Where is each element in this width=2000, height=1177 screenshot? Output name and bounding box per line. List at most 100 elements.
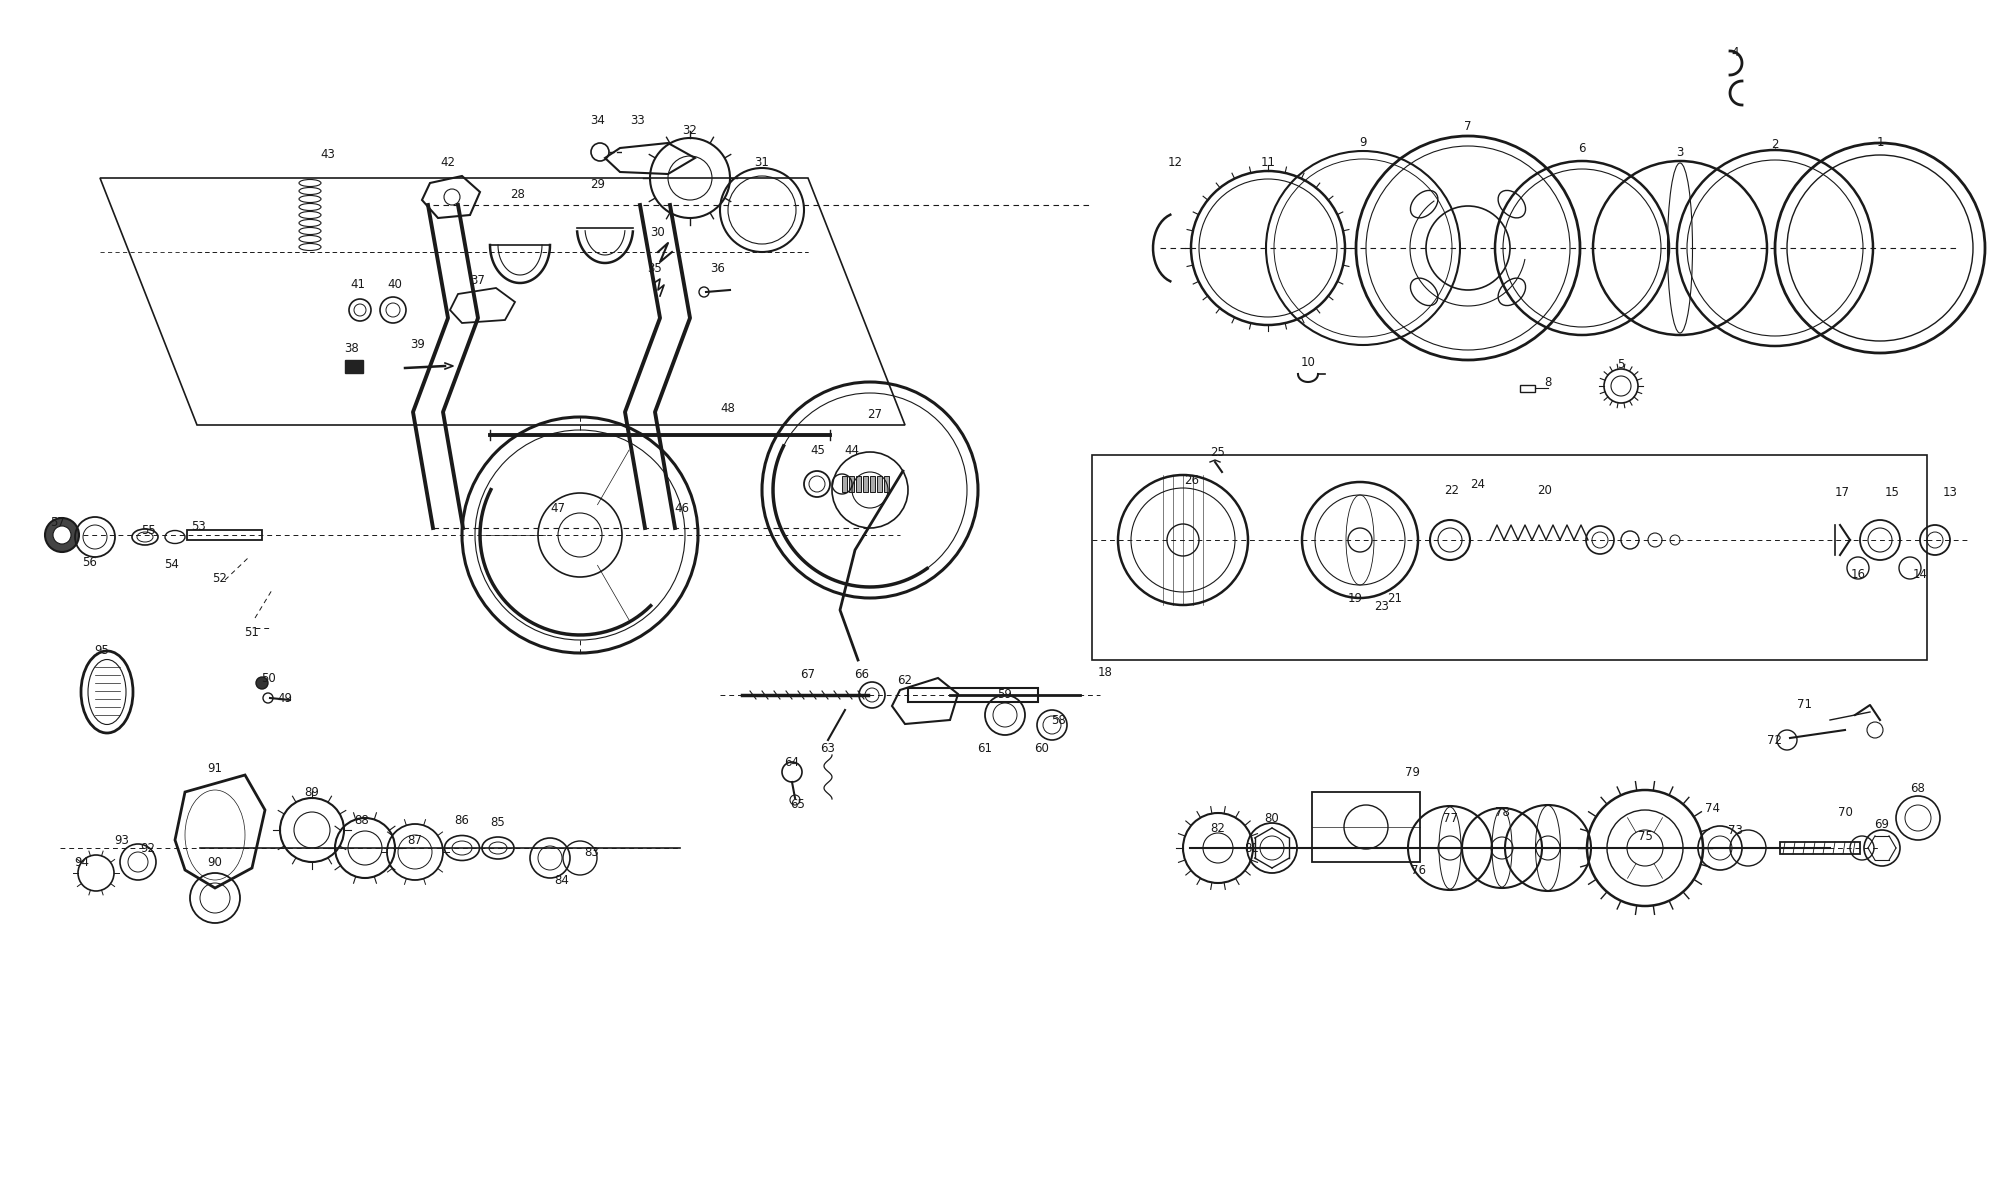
Text: 27: 27 bbox=[868, 407, 882, 420]
Text: 13: 13 bbox=[1942, 485, 1958, 499]
Bar bbox=[848, 476, 854, 492]
Text: 47: 47 bbox=[550, 501, 566, 514]
Text: 35: 35 bbox=[648, 261, 662, 274]
Text: 90: 90 bbox=[208, 856, 222, 869]
Text: 28: 28 bbox=[510, 188, 526, 201]
Bar bbox=[1312, 792, 1420, 862]
Text: 74: 74 bbox=[1704, 802, 1720, 814]
Text: 83: 83 bbox=[584, 845, 600, 858]
Bar bbox=[1092, 455, 1928, 660]
Text: 18: 18 bbox=[1098, 665, 1112, 678]
Text: 51: 51 bbox=[244, 625, 260, 638]
Bar bbox=[188, 530, 262, 540]
Text: 72: 72 bbox=[1768, 733, 1782, 746]
Text: 79: 79 bbox=[1404, 765, 1420, 778]
Text: 34: 34 bbox=[590, 113, 606, 126]
Circle shape bbox=[256, 677, 268, 689]
Text: 36: 36 bbox=[710, 261, 726, 274]
Text: 29: 29 bbox=[590, 179, 606, 192]
Text: 73: 73 bbox=[1728, 824, 1742, 837]
Text: 62: 62 bbox=[898, 673, 912, 686]
Bar bbox=[876, 476, 882, 492]
Text: 10: 10 bbox=[1300, 355, 1316, 368]
Text: 2: 2 bbox=[1772, 139, 1778, 152]
Bar bbox=[870, 476, 876, 492]
Text: 55: 55 bbox=[140, 524, 156, 537]
Text: 46: 46 bbox=[674, 501, 690, 514]
Text: 52: 52 bbox=[212, 572, 228, 585]
Text: 48: 48 bbox=[720, 401, 736, 414]
Bar bbox=[856, 476, 860, 492]
Text: 40: 40 bbox=[388, 279, 402, 292]
Text: 5: 5 bbox=[1618, 358, 1624, 371]
Bar bbox=[1520, 385, 1536, 392]
Text: 26: 26 bbox=[1184, 473, 1200, 486]
Text: 91: 91 bbox=[208, 762, 222, 774]
Bar bbox=[864, 476, 868, 492]
Text: 30: 30 bbox=[650, 226, 666, 239]
Bar bbox=[884, 476, 888, 492]
Text: 31: 31 bbox=[754, 155, 770, 168]
Text: 50: 50 bbox=[260, 672, 276, 685]
Text: 16: 16 bbox=[1850, 568, 1866, 581]
Text: 42: 42 bbox=[440, 155, 456, 168]
Text: 89: 89 bbox=[304, 785, 320, 798]
Text: 38: 38 bbox=[344, 341, 360, 354]
Text: 12: 12 bbox=[1168, 155, 1182, 168]
Text: 76: 76 bbox=[1410, 864, 1426, 877]
Text: 61: 61 bbox=[978, 742, 992, 754]
Text: 23: 23 bbox=[1374, 599, 1390, 612]
Text: 54: 54 bbox=[164, 558, 180, 571]
Text: 88: 88 bbox=[354, 813, 370, 826]
Text: 21: 21 bbox=[1388, 592, 1402, 605]
Text: 9: 9 bbox=[1360, 137, 1366, 149]
Text: 94: 94 bbox=[74, 856, 90, 869]
Text: 11: 11 bbox=[1260, 155, 1276, 168]
Text: 44: 44 bbox=[844, 444, 860, 457]
Text: 49: 49 bbox=[278, 692, 292, 705]
Text: 1: 1 bbox=[1876, 137, 1884, 149]
Circle shape bbox=[44, 518, 80, 552]
Text: 41: 41 bbox=[350, 279, 366, 292]
Text: 81: 81 bbox=[1244, 842, 1260, 855]
Text: 67: 67 bbox=[800, 669, 816, 681]
Text: 19: 19 bbox=[1348, 592, 1362, 605]
Bar bbox=[346, 360, 364, 373]
Text: 56: 56 bbox=[82, 556, 98, 568]
Text: 37: 37 bbox=[470, 273, 486, 286]
Bar bbox=[908, 689, 1038, 701]
Bar bbox=[842, 476, 848, 492]
Text: 69: 69 bbox=[1874, 818, 1890, 831]
Text: 92: 92 bbox=[140, 842, 156, 855]
Text: 65: 65 bbox=[790, 798, 806, 811]
Text: 24: 24 bbox=[1470, 478, 1486, 491]
Text: 3: 3 bbox=[1676, 146, 1684, 159]
Text: 20: 20 bbox=[1538, 484, 1552, 497]
Text: 45: 45 bbox=[810, 444, 826, 457]
Text: 33: 33 bbox=[630, 113, 646, 126]
Text: 22: 22 bbox=[1444, 484, 1460, 497]
Text: 87: 87 bbox=[408, 833, 422, 846]
Text: 64: 64 bbox=[784, 756, 800, 769]
Text: 59: 59 bbox=[998, 689, 1012, 701]
Text: 78: 78 bbox=[1494, 805, 1510, 818]
Text: 39: 39 bbox=[410, 339, 426, 352]
Text: 8: 8 bbox=[1544, 377, 1552, 390]
Text: 15: 15 bbox=[1884, 485, 1900, 499]
Text: 82: 82 bbox=[1210, 822, 1226, 834]
Text: 86: 86 bbox=[454, 813, 470, 826]
Circle shape bbox=[52, 526, 72, 544]
Text: 7: 7 bbox=[1464, 120, 1472, 133]
Text: 70: 70 bbox=[1838, 805, 1852, 818]
Text: 93: 93 bbox=[114, 833, 130, 846]
Text: 32: 32 bbox=[682, 124, 698, 137]
Text: 71: 71 bbox=[1798, 698, 1812, 712]
Text: 77: 77 bbox=[1442, 811, 1458, 825]
Text: 60: 60 bbox=[1034, 742, 1050, 754]
Text: 58: 58 bbox=[1050, 713, 1066, 726]
Text: 53: 53 bbox=[190, 519, 206, 532]
Text: 6: 6 bbox=[1578, 141, 1586, 154]
Text: 66: 66 bbox=[854, 669, 870, 681]
Text: 63: 63 bbox=[820, 742, 836, 754]
Text: 25: 25 bbox=[1210, 446, 1226, 459]
